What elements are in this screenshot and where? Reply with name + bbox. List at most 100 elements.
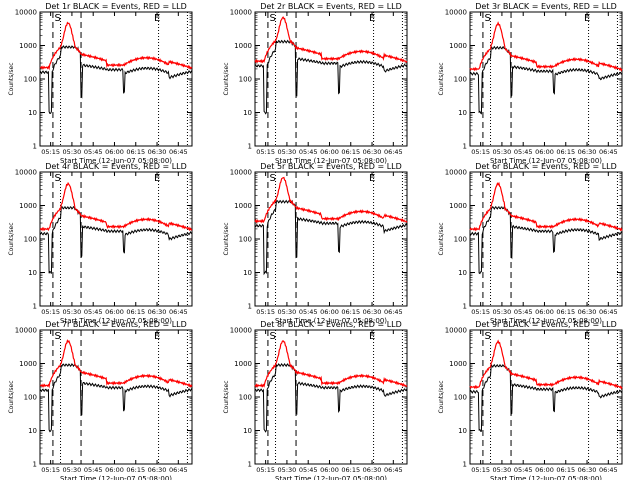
annotation-s: S: [484, 173, 490, 184]
x-tick-label: 05:45: [299, 148, 318, 156]
plot-frame: [39, 11, 193, 147]
chart-title: Det 1r BLACK = Events, RED = LLD: [45, 2, 187, 11]
x-tick-label: 06:15: [556, 466, 575, 474]
x-tick-label: 05:45: [514, 308, 533, 316]
x-tick-label: 05:30: [63, 308, 82, 316]
annotation-e: E: [584, 13, 590, 24]
x-axis-label: Start Time (12-Jun-07 05:08:00): [490, 317, 602, 325]
y-tick-label: 10: [243, 269, 252, 277]
x-tick-label: 06:15: [126, 308, 145, 316]
series-events-line: [254, 362, 408, 433]
x-axis-label: Start Time (12-Jun-07 05:08:00): [490, 475, 602, 480]
y-tick-label: 10: [458, 269, 467, 277]
chart-panel-8: Det 8r BLACK = Events, RED = LLD Counts/s…: [223, 320, 408, 480]
x-tick-label: 06:15: [556, 308, 575, 316]
x-axis-label: Start Time (12-Jun-07 05:08:00): [60, 475, 172, 480]
x-tick-label: 05:45: [299, 308, 318, 316]
y-tick-label: 1000: [449, 42, 467, 50]
chart-title: Det 9r BLACK = Events, RED = LLD: [475, 320, 617, 329]
y-tick-label: 10000: [230, 169, 252, 177]
x-tick-label: 05:30: [493, 308, 512, 316]
chart-panel-2: Det 2r BLACK = Events, RED = LLD Counts/s…: [223, 2, 408, 165]
series-lld-line: [469, 21, 623, 72]
annotation-s: S: [54, 13, 60, 24]
y-tick-label: 10: [28, 109, 37, 117]
x-tick-label: 06:45: [384, 308, 403, 316]
chart-panel-6: Det 6r BLACK = Events, RED = LLD Counts/s…: [438, 162, 623, 325]
x-tick-label: 06:45: [599, 466, 618, 474]
x-tick-label: 06:00: [320, 308, 339, 316]
x-tick-label: 05:45: [299, 466, 318, 474]
x-axis-label: Start Time (12-Jun-07 05:08:00): [60, 317, 172, 325]
x-tick-label: 06:15: [341, 148, 360, 156]
series-lld-line: [254, 340, 408, 388]
annotation-e: E: [584, 331, 590, 342]
x-tick-label: 05:15: [256, 308, 275, 316]
x-axis-label: Start Time (12-Jun-07 05:08:00): [490, 157, 602, 165]
chart-panel-7: Det 7r BLACK = Events, RED = LLD Counts/s…: [8, 320, 193, 480]
y-tick-label: 10: [28, 427, 37, 435]
x-tick-label: 06:30: [578, 466, 597, 474]
x-tick-label: 05:30: [278, 148, 297, 156]
y-tick-label: 10000: [445, 169, 467, 177]
series-lld-line: [469, 181, 623, 232]
annotation-s: S: [484, 13, 490, 24]
annotation-s: S: [269, 173, 275, 184]
annotation-e: E: [369, 331, 375, 342]
series-lld-line: [39, 181, 193, 232]
chart-panel-5: Det 5r BLACK = Events, RED = LLD Counts/s…: [223, 162, 408, 325]
x-tick-label: 06:30: [148, 148, 167, 156]
annotation-e: E: [154, 173, 160, 184]
y-tick-label: 100: [24, 236, 37, 244]
series-lld-line: [39, 339, 193, 389]
x-tick-label: 06:30: [578, 148, 597, 156]
annotation-e: E: [369, 13, 375, 24]
annotation-e: E: [369, 173, 375, 184]
x-tick-label: 06:00: [105, 148, 124, 156]
x-tick-label: 05:15: [471, 308, 490, 316]
y-tick-label: 1000: [234, 202, 252, 210]
series-events-line: [469, 205, 623, 275]
y-tick-label: 10000: [230, 327, 252, 335]
x-tick-label: 06:00: [105, 308, 124, 316]
x-tick-label: 05:30: [278, 308, 297, 316]
x-tick-label: 05:30: [278, 466, 297, 474]
series-lld-line: [254, 16, 408, 64]
y-tick-label: 100: [454, 76, 467, 84]
series-events-line: [255, 199, 408, 276]
y-axis-label: Counts/sec: [438, 222, 445, 255]
x-tick-label: 06:45: [599, 148, 618, 156]
y-axis-label: Counts/sec: [438, 380, 445, 413]
x-tick-label: 05:45: [514, 148, 533, 156]
y-tick-label: 1: [248, 461, 252, 469]
x-tick-label: 05:30: [493, 148, 512, 156]
x-tick-label: 06:45: [169, 308, 188, 316]
x-tick-label: 06:00: [535, 466, 554, 474]
x-tick-label: 06:00: [535, 308, 554, 316]
annotation-s: S: [484, 331, 490, 342]
y-tick-label: 10: [243, 427, 252, 435]
x-axis-label: Start Time (12-Jun-07 05:08:00): [275, 317, 387, 325]
y-tick-label: 1: [463, 143, 467, 151]
x-tick-label: 06:00: [105, 466, 124, 474]
y-axis-label: Counts/sec: [8, 62, 15, 95]
chart-title: Det 4r BLACK = Events, RED = LLD: [45, 162, 187, 171]
x-tick-label: 05:45: [84, 148, 103, 156]
series-events-line: [39, 205, 193, 274]
x-tick-label: 06:30: [363, 308, 382, 316]
series-events-line: [469, 45, 623, 115]
x-tick-label: 05:15: [256, 466, 275, 474]
chart-title: Det 2r BLACK = Events, RED = LLD: [260, 2, 402, 11]
y-tick-label: 1: [248, 303, 252, 311]
x-tick-label: 06:30: [363, 148, 382, 156]
y-tick-label: 1000: [234, 42, 252, 50]
y-tick-label: 10000: [445, 9, 467, 17]
x-tick-label: 05:45: [514, 466, 533, 474]
plot-frame: [469, 11, 623, 147]
y-tick-label: 1000: [19, 42, 37, 50]
y-tick-label: 10000: [15, 327, 37, 335]
chart-panel-4: Det 4r BLACK = Events, RED = LLD Counts/s…: [8, 162, 193, 325]
y-tick-label: 100: [239, 236, 252, 244]
chart-title: Det 7r BLACK = Events, RED = LLD: [45, 320, 187, 329]
chart-panel-1: Det 1r BLACK = Events, RED = LLD Counts/s…: [8, 2, 193, 165]
